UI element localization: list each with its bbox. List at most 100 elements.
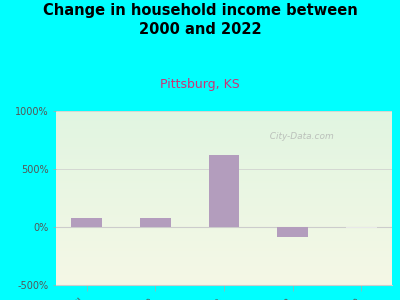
Bar [56,176,392,177]
Bar [56,217,392,218]
Bar [56,134,392,135]
Bar [56,245,392,246]
Bar [56,207,392,208]
Bar [140,218,171,227]
Bar [56,167,392,168]
Text: Change in household income between
2000 and 2022: Change in household income between 2000 … [43,3,357,37]
Bar [56,242,392,243]
Bar [56,140,392,141]
Bar [56,130,392,131]
Bar [56,206,392,207]
Bar [56,246,392,247]
Bar [56,269,392,270]
Bar [56,263,392,264]
Bar [56,198,392,199]
Bar [56,258,392,259]
Bar [56,112,392,113]
Bar [56,254,392,255]
Bar [56,153,392,154]
Bar [56,169,392,170]
Bar [56,282,392,283]
Bar [56,230,392,231]
Text: City-Data.com: City-Data.com [264,132,334,141]
Bar [56,275,392,276]
Bar [56,128,392,129]
Bar [56,133,392,134]
Bar [56,218,392,219]
Bar [56,151,392,152]
Bar [56,196,392,197]
Bar [56,124,392,125]
Bar [56,182,392,183]
Bar [56,161,392,162]
Bar [56,143,392,144]
Bar [71,218,102,227]
Bar [56,215,392,216]
Bar [56,152,392,153]
Bar [56,272,392,273]
Bar [56,225,392,226]
Bar [56,283,392,284]
Bar [56,212,392,213]
Bar [56,251,392,252]
Bar [56,137,392,138]
Bar [56,165,392,166]
Bar [56,121,392,122]
Bar [56,145,392,146]
Bar [56,256,392,257]
Bar [56,144,392,145]
Bar [56,136,392,137]
Bar [56,175,392,176]
Bar [56,226,392,227]
Bar [56,209,392,210]
Bar [56,281,392,282]
Bar [56,253,392,254]
Bar [56,179,392,180]
Bar [56,260,392,261]
Bar [56,163,392,164]
Bar [56,255,392,256]
Bar [56,213,392,214]
Bar [56,239,392,240]
Bar [56,141,392,142]
Bar [56,157,392,158]
Bar [56,208,392,209]
Bar [56,236,392,237]
Text: Pittsburg, KS: Pittsburg, KS [160,78,240,91]
Bar [56,222,392,223]
Bar [56,123,392,124]
Bar [56,201,392,202]
Bar [56,147,392,148]
Bar [56,234,392,235]
Bar [56,220,392,221]
Bar [56,131,392,132]
Bar [56,231,392,232]
Bar [56,199,392,200]
Bar [56,122,392,123]
Bar [56,154,392,155]
Bar [56,276,392,277]
Bar [56,171,392,172]
Bar [56,264,392,265]
Bar [56,244,392,245]
Bar [56,146,392,147]
Bar [56,202,392,203]
Bar [56,238,392,239]
Bar [56,181,392,182]
Bar [56,126,392,127]
Bar [56,135,392,136]
Bar [56,168,392,169]
Bar [56,183,392,184]
Bar [56,219,392,220]
Bar [56,261,392,262]
Bar [56,274,392,275]
Bar [56,158,392,159]
Bar [56,195,392,196]
Bar [56,266,392,267]
Bar [56,233,392,234]
Bar [56,127,392,128]
Bar [56,216,392,217]
Bar [56,162,392,163]
Bar [56,177,392,178]
Bar [56,160,392,161]
